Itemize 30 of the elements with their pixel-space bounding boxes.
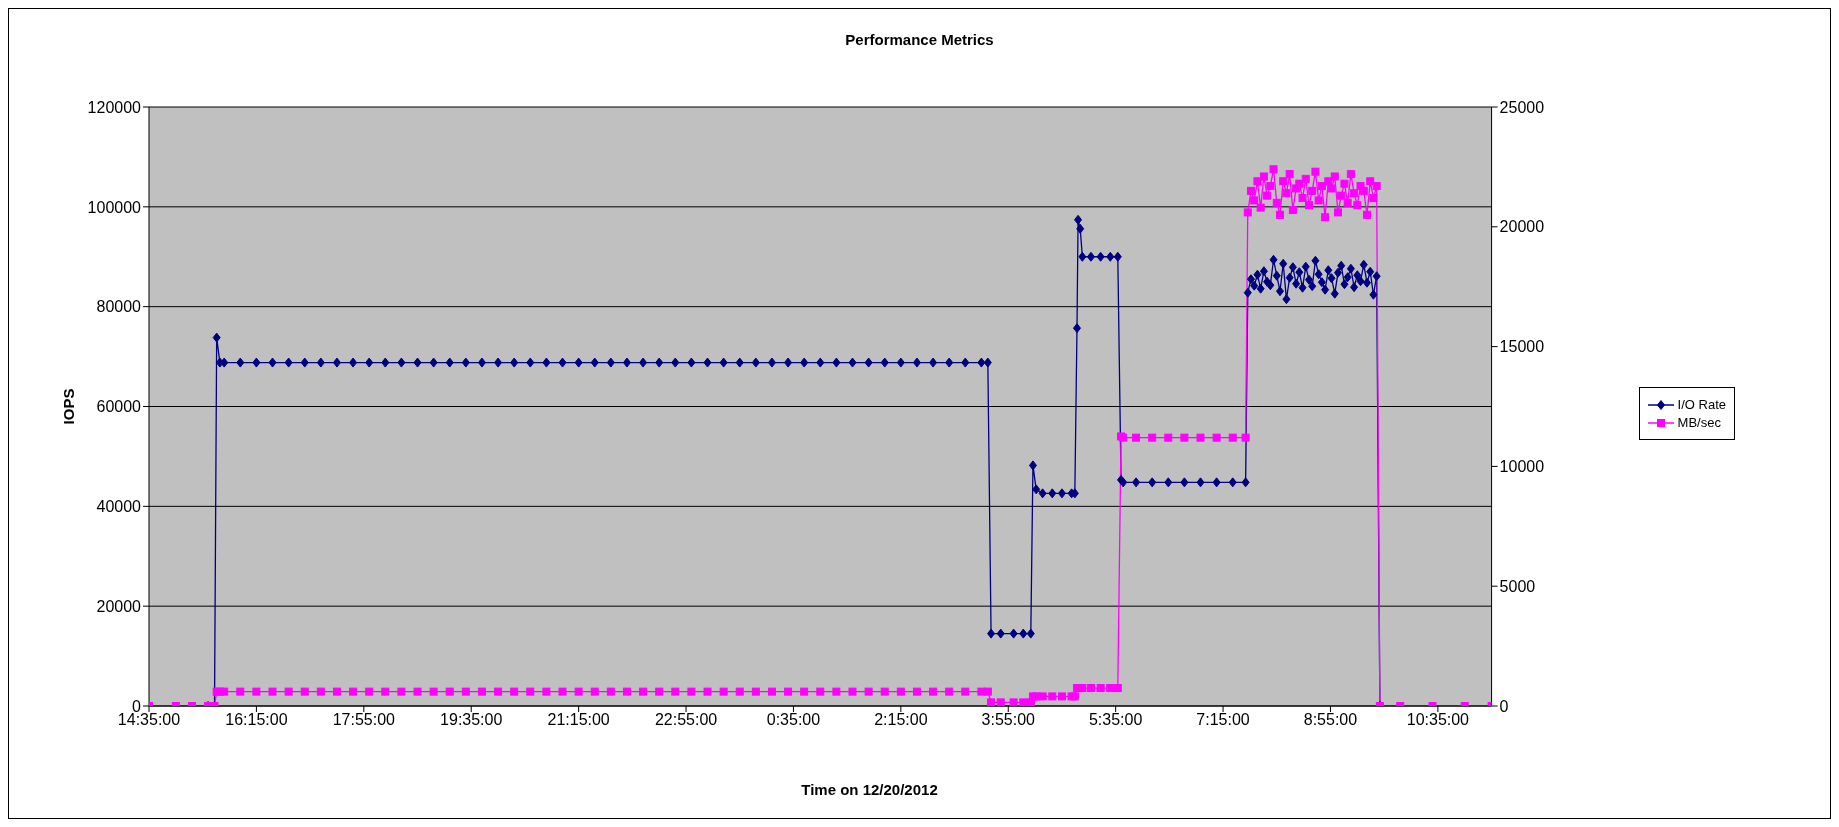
y-axis-title: IOPS (60, 388, 78, 425)
y2-tick-label: 25000 (1499, 98, 1545, 116)
y2-tick-label: 20000 (1499, 218, 1545, 236)
y2-tick-label: 10000 (1499, 458, 1545, 476)
x-tick-label: 7:15:00 (1196, 711, 1250, 729)
y2-tick-label: 15000 (1499, 338, 1545, 356)
legend-label: MB/sec (1677, 415, 1721, 430)
y-tick-label: 20000 (96, 597, 142, 615)
x-tick-label: 0:35:00 (766, 711, 821, 729)
x-tick-label: 3:55:00 (981, 711, 1036, 729)
x-tick-label: 21:15:00 (547, 711, 610, 729)
y-tick-label: 120000 (87, 98, 142, 116)
x-axis-title: Time on 12/20/2012 (800, 781, 939, 798)
y-tick-label: 40000 (96, 498, 142, 516)
x-tick-label: 17:55:00 (332, 711, 396, 729)
x-tick-label: 14:35:00 (117, 711, 181, 729)
x-tick-label: 10:35:00 (1406, 711, 1470, 729)
chart-title: Performance Metrics (844, 31, 995, 48)
x-tick-label: 8:55:00 (1303, 711, 1358, 729)
x-tick-label: 2:15:00 (874, 711, 928, 729)
legend-label: I/O Rate (1677, 397, 1726, 412)
x-tick-label: 22:55:00 (654, 711, 718, 729)
y-tick-label: 100000 (87, 198, 142, 216)
y-tick-label: 80000 (96, 298, 142, 316)
x-tick-label: 5:35:00 (1088, 711, 1143, 729)
y-tick-label: 60000 (96, 398, 142, 416)
x-tick-label: 19:35:00 (440, 711, 503, 729)
y2-tick-label: 0 (1499, 697, 1509, 715)
y2-tick-label: 5000 (1499, 577, 1536, 595)
x-tick-label: 16:15:00 (225, 711, 288, 729)
